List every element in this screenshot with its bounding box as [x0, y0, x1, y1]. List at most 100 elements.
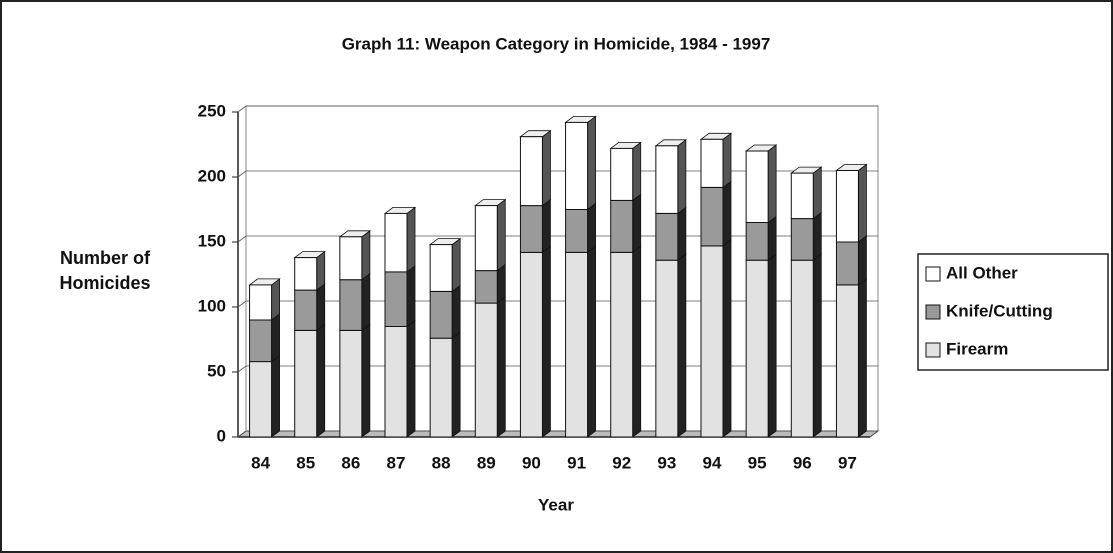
x-tick-label: 90: [522, 453, 541, 472]
y-tick-label: 200: [198, 166, 226, 185]
bar-side: [451, 284, 461, 340]
x-tick-label: 84: [251, 453, 270, 472]
bar-face: [610, 147, 634, 201]
x-tick-label: 91: [567, 453, 586, 472]
bar-side: [632, 245, 642, 438]
bar-side: [722, 132, 732, 189]
bar-face: [745, 259, 769, 438]
chart-title: Graph 11: Weapon Category in Homicide, 1…: [342, 34, 771, 53]
bar-segment: [429, 331, 461, 438]
bar-side: [767, 144, 777, 224]
bar-side: [271, 354, 280, 438]
bar-side: [496, 198, 506, 272]
bar-face: [835, 284, 859, 438]
bar-segment: [384, 265, 416, 328]
bar-segment: [565, 202, 596, 254]
bar-side: [496, 296, 506, 438]
bar-segment: [655, 206, 687, 262]
bar-face: [474, 302, 498, 438]
legend-swatch: [925, 342, 941, 358]
bar-face: [294, 257, 318, 291]
bar-face: [745, 150, 769, 223]
bar-side: [451, 331, 461, 438]
bar-side: [812, 253, 822, 438]
y-axis-title: Number of Homicides: [59, 248, 151, 293]
bar-side: [632, 141, 642, 202]
y-tick-label: 150: [198, 231, 226, 250]
bar-segment: [384, 319, 416, 438]
bar-segment: [700, 180, 732, 247]
bar-segment: [474, 198, 507, 272]
legend-box: [917, 253, 1109, 371]
grid-line: [237, 105, 878, 113]
x-axis-title: Year: [538, 495, 574, 514]
bar-side: [316, 283, 326, 332]
bar-segment: [609, 141, 642, 202]
bar-face: [294, 329, 318, 438]
bar-face: [294, 289, 318, 331]
bar-side: [632, 193, 642, 254]
x-tick-label: 85: [296, 453, 315, 472]
bar-segment: [835, 163, 868, 243]
bar-face: [790, 218, 814, 261]
bar-side: [587, 245, 596, 438]
bar-side: [812, 211, 822, 262]
bar-segment: [835, 278, 867, 438]
bar-side: [677, 206, 687, 262]
bar-segment: [249, 354, 280, 438]
bar-side: [451, 237, 461, 293]
bar-face: [790, 172, 814, 220]
bar-face: [655, 145, 679, 214]
bar-side: [406, 319, 416, 438]
x-tick-label: 88: [432, 453, 451, 472]
bar-segment: [654, 139, 688, 215]
bar-face: [339, 329, 363, 438]
bar-side: [722, 239, 732, 438]
bar-face: [565, 209, 589, 253]
bar-side: [271, 313, 280, 363]
bar-face: [429, 290, 453, 339]
bar-side: [722, 180, 732, 247]
bar-face: [474, 270, 498, 304]
bar-segment: [474, 296, 506, 438]
x-tick-label: 89: [477, 453, 496, 472]
bar-side: [677, 253, 687, 438]
bar-segment: [744, 144, 778, 224]
y-tick-label: 50: [207, 361, 226, 380]
bar-face: [519, 251, 543, 438]
floor: [236, 430, 880, 438]
bar-side: [316, 323, 326, 438]
x-tick-label: 94: [703, 453, 722, 472]
bar-segment: [565, 245, 596, 438]
bar-side: [542, 245, 551, 438]
bar-side: [271, 278, 280, 321]
x-tick-label: 92: [612, 453, 631, 472]
x-tick-label: 97: [838, 453, 857, 472]
x-tick-label: 95: [748, 453, 767, 472]
bar-segment: [383, 206, 417, 273]
bar-side: [496, 263, 506, 304]
bar-face: [700, 186, 724, 247]
bar-face: [339, 236, 363, 281]
legend-label: All Other: [946, 263, 1018, 282]
legend-label: Firearm: [946, 339, 1008, 358]
bar-side: [587, 202, 596, 254]
bar-side: [677, 139, 687, 215]
bar-segment: [248, 278, 281, 321]
bar-face: [610, 199, 634, 253]
bar-segment: [428, 237, 462, 293]
bar-segment: [745, 253, 777, 438]
bar-face: [565, 251, 589, 438]
bar-segment: [429, 284, 461, 340]
bar-segment: [339, 323, 371, 438]
bar-segment: [564, 115, 597, 211]
x-tick-label: 87: [387, 453, 406, 472]
bar-segment: [338, 230, 372, 281]
bar-face: [835, 241, 859, 286]
bar-face: [249, 284, 273, 321]
bar-side: [316, 250, 326, 291]
bar-side: [858, 163, 867, 243]
bar-segment: [610, 193, 642, 254]
